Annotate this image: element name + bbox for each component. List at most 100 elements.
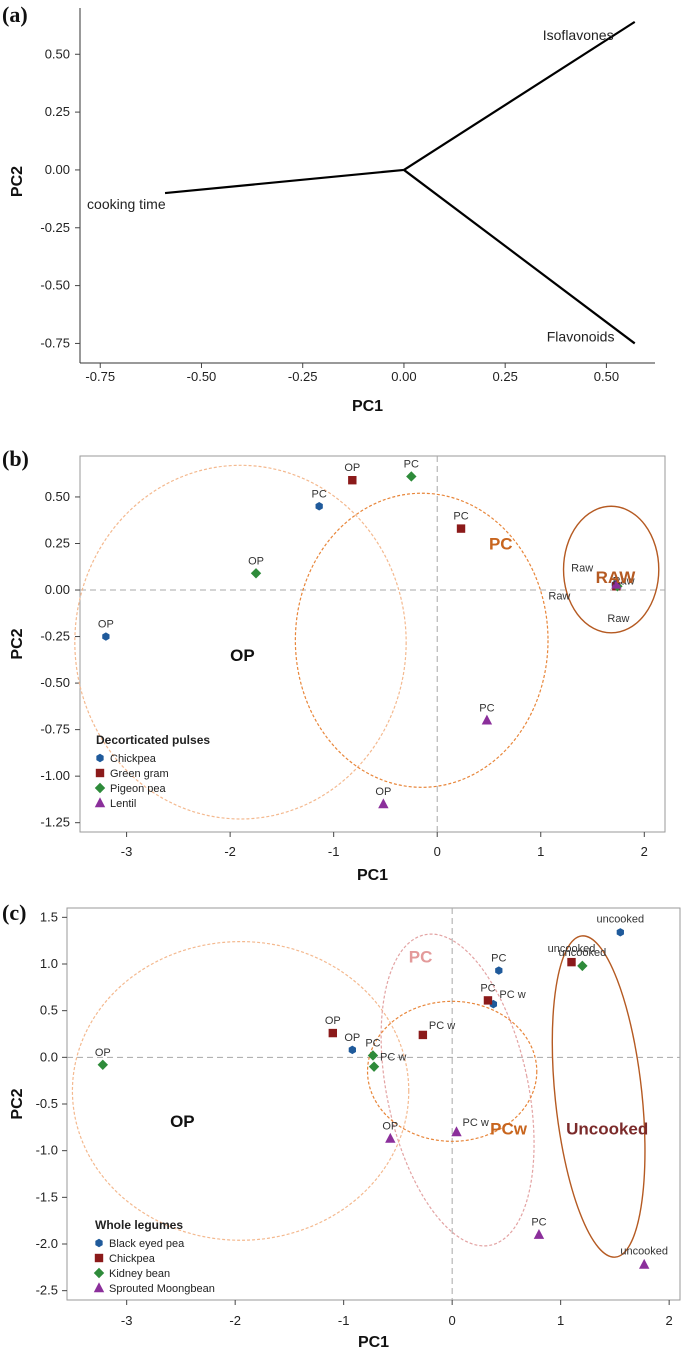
panel-c-point-black-eyed-pea-op	[348, 1045, 356, 1055]
panel-b-point-chickpea-pc	[315, 502, 323, 511]
panel-c-point-kidney-bean-pc-w	[368, 1061, 380, 1072]
panel-c-panel-letter: (c)	[2, 900, 26, 925]
panel-c-legend-label-chickpea: Chickpea	[109, 1253, 156, 1265]
panel-c-point-chickpea-op	[328, 1028, 338, 1038]
panel-c-x-tick-label: -3	[121, 1313, 133, 1328]
panel-c-group-label-op: OP	[170, 1112, 195, 1131]
panel-c-point-kidney-bean-op	[97, 1059, 109, 1070]
panel-b-y-tick-label: -0.25	[40, 629, 70, 644]
panel-b-y-tick-label: -1.25	[40, 815, 70, 830]
panel-c-x-tick-label: -2	[229, 1313, 241, 1328]
panel-c-legend-title: Whole legumes	[95, 1218, 183, 1232]
panel-b: (b) -3 -2 -1 0 1 2 -1.25 -1.00 -0.75 -0.50 -0.25 0.0…	[2, 446, 666, 884]
panel-a-y-tick-label: -0.25	[40, 220, 70, 235]
panel-c-point-label-black-eyed-pea-pc: PC	[491, 953, 506, 965]
panel-c-y-tick-label: 1.0	[40, 956, 58, 971]
panel-b-group-label-op: OP	[230, 646, 255, 665]
panel-b-x-tick-label: -3	[121, 844, 133, 859]
panel-c-point-label-sprouted-moongbean-pc: PC	[531, 1217, 546, 1229]
panel-b-point-chickpea-op	[102, 632, 110, 641]
panel-c-point-label-chickpea-pc: PC	[480, 982, 495, 994]
panel-c-ellipse-uncooked	[551, 935, 646, 1258]
loading-line-cooking-time	[164, 168, 405, 195]
panel-b-y-tick-label: -0.50	[40, 675, 70, 690]
panel-b-x-tick-label: 2	[641, 844, 648, 859]
panel-a-x-tick-label: -0.25	[288, 369, 318, 384]
panel-b-legend-label-lentil: Lentil	[110, 798, 136, 810]
panel-c: (c) -3 -2 -1 0 1 2 -2.5 -2.0 -1.5 -1.0 -0.5 0.0 0.5 1.…	[2, 900, 681, 1351]
loading-label-flavonoids: Flavonoids	[547, 328, 615, 344]
panel-c-y-axis-label: PC2	[9, 1088, 26, 1119]
panel-b-x-axis-label: PC1	[357, 867, 388, 884]
panel-b-y-tick-label: 0.00	[45, 582, 70, 597]
panel-b-ellipse-pc	[294, 492, 549, 788]
panel-b-point-lentil-raw	[611, 578, 622, 589]
panel-b-legend-label-chickpea: Chickpea	[110, 753, 157, 765]
panel-c-ellipse-pc	[380, 933, 535, 1247]
panel-c-point-label-chickpea-op: OP	[325, 1015, 341, 1027]
panel-c-legend-marker-chickpea	[94, 1253, 104, 1263]
panel-c-point-label-black-eyed-pea-uncooked: uncooked	[596, 913, 644, 925]
panel-c-point-label-kidney-bean-uncooked: uncooked	[558, 947, 606, 959]
panel-b-point-label-chickpea-pc: PC	[312, 488, 327, 500]
panel-a-y-tick-label: -0.50	[40, 278, 70, 293]
panel-c-point-chickpea-uncooked	[567, 957, 576, 967]
panel-a-y-tick-label: -0.75	[40, 335, 70, 350]
panel-c-point-sprouted-moongbean-pc	[533, 1228, 545, 1239]
panel-c-point-sprouted-moongbean-op	[385, 1132, 396, 1143]
panel-b-x-tick-label: -1	[328, 844, 340, 859]
panel-a-x-axis-label: PC1	[352, 398, 383, 415]
panel-c-point-sprouted-moongbean-pc-w	[451, 1126, 462, 1137]
panel-b-point-green-gram-pc	[456, 524, 466, 533]
panel-c-point-label-chickpea-pc-w: PC w	[429, 1020, 455, 1032]
panel-c-point-label-kidney-bean-pc-w: PC w	[380, 1052, 406, 1064]
panel-c-point-label-kidney-bean-op: OP	[95, 1047, 111, 1059]
panel-c-point-black-eyed-pea-pc	[495, 966, 503, 975]
panel-c-point-chickpea-pc	[483, 996, 493, 1005]
panel-a-panel-letter: (a)	[2, 2, 28, 27]
panel-c-legend-marker-kidney-bean	[93, 1267, 105, 1279]
panel-c-y-tick-label: -1.5	[36, 1189, 58, 1204]
panel-c-point-label-sprouted-moongbean-pc-w: PC w	[462, 1117, 488, 1129]
panel-c-x-tick-label: 1	[557, 1313, 564, 1328]
panel-b-legend-title: Decorticated pulses	[96, 733, 210, 747]
panel-a-x-tick-label: 0.50	[594, 369, 619, 384]
panel-c-y-tick-label: -2.5	[36, 1283, 58, 1298]
panel-c-legend-marker-black-eyed-pea	[95, 1238, 103, 1248]
panel-b-point-label-green-gram-pc: PC	[453, 511, 468, 523]
panel-b-plot-frame	[79, 455, 666, 833]
panel-c-y-tick-label: 0.5	[40, 1003, 58, 1018]
panel-c-legend-label-kidney-bean: Kidney bean	[109, 1268, 170, 1280]
panel-b-ellipse-op	[74, 464, 407, 820]
panel-b-raw-label-3: Raw	[548, 591, 570, 603]
loading-line-isoflavones	[403, 20, 636, 171]
panel-b-ellipse-raw	[562, 505, 660, 634]
panel-c-group-label-pcw: PCw	[490, 1119, 528, 1138]
panel-b-group-label-pc: PC	[489, 534, 513, 553]
panel-b-y-tick-label: 0.50	[45, 489, 70, 504]
panel-c-legend-marker-sprouted-moongbean	[93, 1282, 105, 1293]
panel-c-x-tick-label: 0	[449, 1313, 456, 1328]
panel-c-x-axis-label: PC1	[358, 1334, 389, 1351]
panel-b-panel-letter: (b)	[2, 446, 29, 471]
panel-b-point-label-pigeon-pea-pc: PC	[404, 458, 419, 470]
panel-c-legend-label-sprouted-moongbean: Sprouted Moongbean	[109, 1283, 215, 1295]
panel-a-y-tick-label: 0.00	[45, 162, 70, 177]
panel-b-y-tick-label: -0.75	[40, 722, 70, 737]
panel-c-ellipse-pcw	[366, 1000, 538, 1142]
panel-b-point-label-green-gram-op: OP	[344, 462, 360, 474]
panel-c-y-tick-label: 1.5	[40, 909, 58, 924]
panel-b-point-label-pigeon-pea-op: OP	[248, 555, 264, 567]
loading-line-flavonoids	[403, 169, 636, 345]
panel-c-group-label-uncooked: Uncooked	[566, 1119, 648, 1138]
panel-b-point-lentil-pc	[481, 714, 493, 725]
panel-c-point-chickpea-pc-w	[418, 1030, 428, 1040]
panel-c-y-tick-label: -1.0	[36, 1143, 58, 1158]
panel-a-x-tick-label: -0.75	[85, 369, 115, 384]
panel-b-point-label-lentil-op: OP	[375, 786, 391, 798]
panel-a: (a) -0.75 -0.50 -0.25 0.00 0.25 0.50 -0.75 -0.50…	[2, 2, 655, 415]
panel-b-legend-marker-lentil	[94, 797, 106, 808]
panel-c-y-tick-label: 0.0	[40, 1049, 58, 1064]
panel-b-legend-label-green-gram: Green gram	[110, 768, 169, 780]
panel-b-point-label-lentil-pc: PC	[479, 702, 494, 714]
